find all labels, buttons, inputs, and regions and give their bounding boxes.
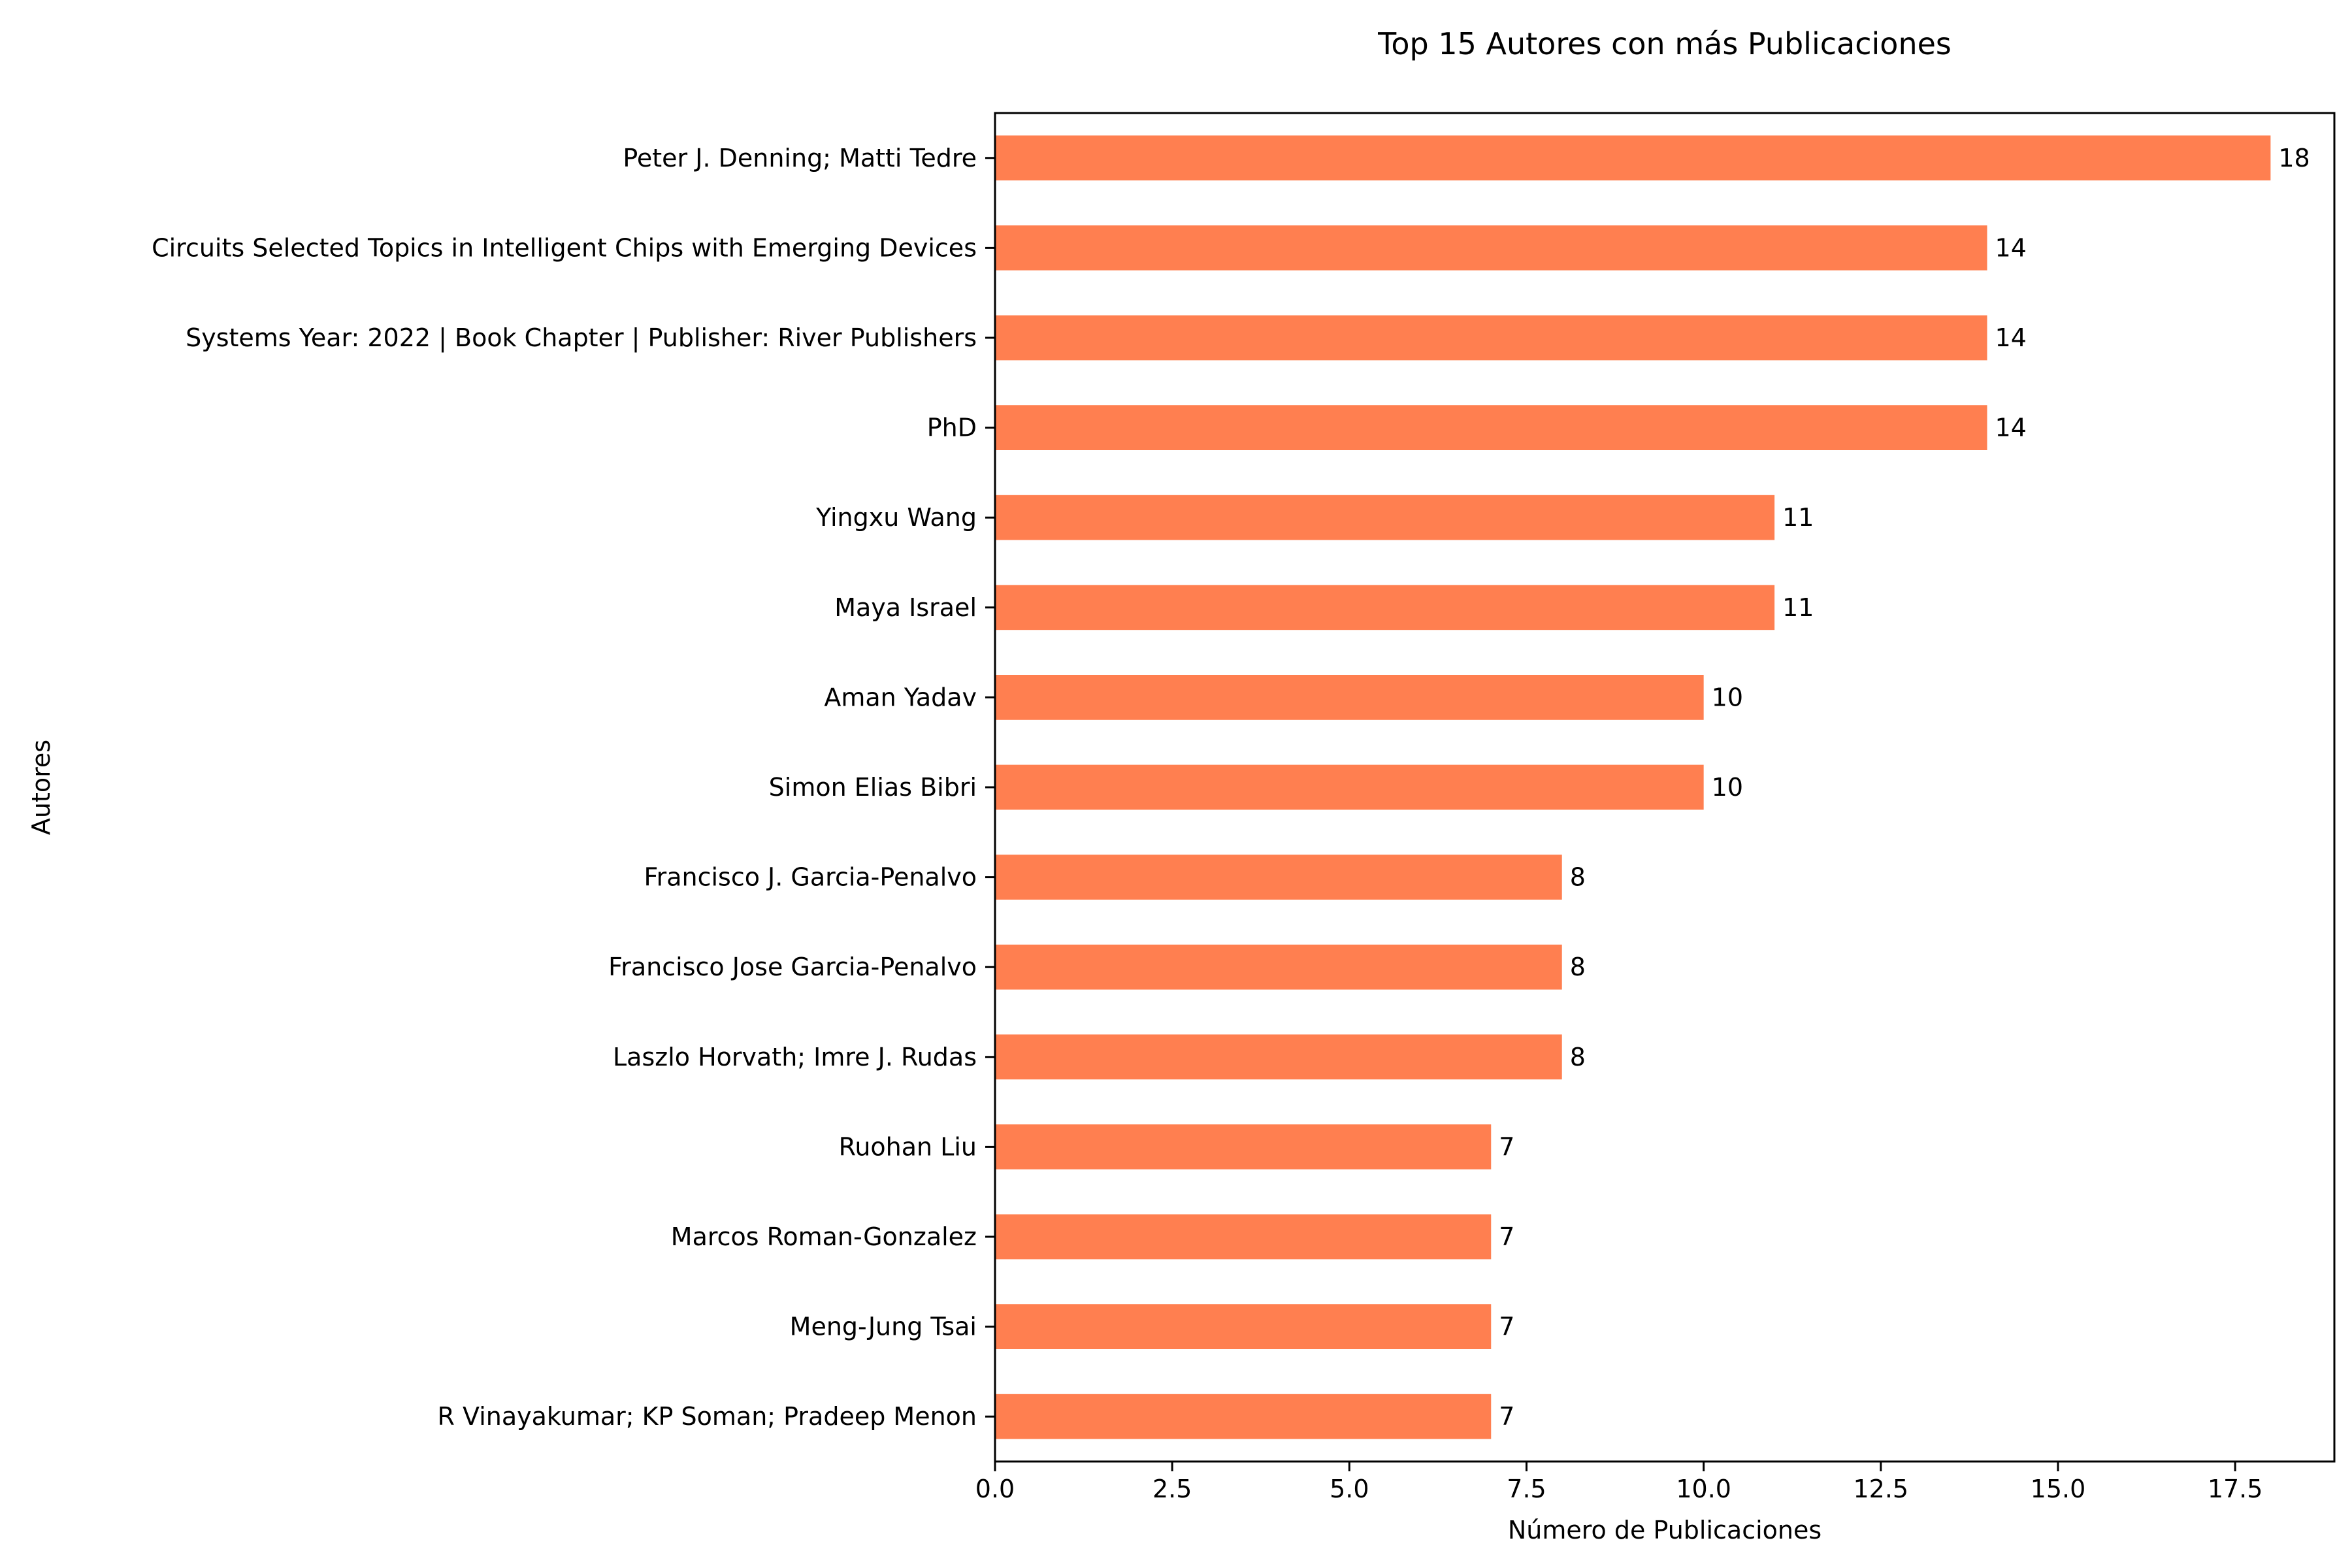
bar-4 (995, 405, 1987, 450)
y-tick-label: Yingxu Wang (815, 503, 977, 532)
x-axis: 0.0 2.5 5.0 7.5 10.0 12.5 15.0 17.5 (975, 1462, 2263, 1503)
data-label-5: 11 (1782, 503, 1814, 532)
bar-9 (995, 855, 1562, 900)
plot-frame (994, 112, 2336, 1463)
y-tick-label: Circuits Selected Topics in Intelligent … (152, 233, 977, 262)
y-tick-label: Aman Yadav (824, 683, 977, 711)
bar-6 (995, 585, 1775, 630)
data-label-3: 14 (1995, 323, 2027, 352)
data-label-11: 8 (1570, 1043, 1586, 1071)
bar-8 (995, 764, 1704, 810)
data-labels-group: 18 14 14 14 11 11 10 10 8 8 8 7 7 7 7 (1499, 144, 2310, 1431)
data-label-1: 18 (2278, 144, 2310, 172)
y-axis: Peter J. Denning; Matti Tedre Circuits Se… (152, 144, 995, 1431)
x-tick-label: 0.0 (975, 1475, 1015, 1503)
x-tick-label: 12.5 (1854, 1475, 1909, 1503)
y-tick-label: PhD (927, 414, 977, 442)
y-tick-label: Meng-Jung Tsai (790, 1313, 977, 1341)
chart-title: Top 15 Autores con más Publicaciones (1377, 26, 1952, 61)
bar-14 (995, 1304, 1492, 1349)
x-tick-label: 15.0 (2031, 1475, 2086, 1503)
y-tick-label: Francisco Jose Garcia-Penalvo (608, 953, 977, 981)
x-axis-label: Número de Publicaciones (1508, 1516, 1821, 1544)
y-tick-label: Simon Elias Bibri (769, 773, 977, 802)
data-label-15: 7 (1499, 1402, 1514, 1431)
bar-1 (995, 135, 2271, 181)
x-tick-label: 17.5 (2208, 1475, 2263, 1503)
bar-2 (995, 225, 1987, 270)
data-label-4: 14 (1995, 414, 2027, 442)
x-tick-label: 5.0 (1330, 1475, 1369, 1503)
bars-group (995, 135, 2271, 1439)
data-label-10: 8 (1570, 953, 1586, 981)
data-label-2: 14 (1995, 233, 2027, 262)
bar-11 (995, 1034, 1562, 1080)
bar-15 (995, 1394, 1492, 1439)
y-tick-label: Marcos Roman-Gonzalez (671, 1222, 977, 1251)
x-tick-label: 2.5 (1152, 1475, 1192, 1503)
bar-5 (995, 495, 1775, 540)
data-label-9: 8 (1570, 863, 1586, 892)
data-label-8: 10 (1712, 773, 1743, 802)
bar-3 (995, 315, 1987, 361)
y-tick-label: Francisco J. Garcia-Penalvo (644, 863, 977, 892)
bar-7 (995, 675, 1704, 720)
data-label-14: 7 (1499, 1313, 1514, 1341)
y-tick-label: R Vinayakumar; KP Soman; Pradeep Menon (438, 1402, 977, 1431)
y-tick-label: Maya Israel (834, 593, 977, 622)
y-tick-label: Laszlo Horvath; Imre J. Rudas (613, 1043, 977, 1071)
data-label-12: 7 (1499, 1132, 1514, 1161)
x-tick-label: 10.0 (1676, 1475, 1731, 1503)
y-tick-label: Ruohan Liu (839, 1132, 977, 1161)
bar-10 (995, 944, 1562, 990)
y-tick-label: Peter J. Denning; Matti Tedre (623, 144, 977, 172)
data-label-13: 7 (1499, 1222, 1514, 1251)
bar-12 (995, 1124, 1492, 1169)
data-label-7: 10 (1712, 683, 1743, 711)
x-tick-label: 7.5 (1507, 1475, 1546, 1503)
y-axis-label: Autores (27, 740, 56, 835)
y-tick-label: Systems Year: 2022 | Book Chapter | Publ… (186, 323, 977, 353)
bar-13 (995, 1214, 1492, 1260)
data-label-6: 11 (1782, 593, 1814, 622)
